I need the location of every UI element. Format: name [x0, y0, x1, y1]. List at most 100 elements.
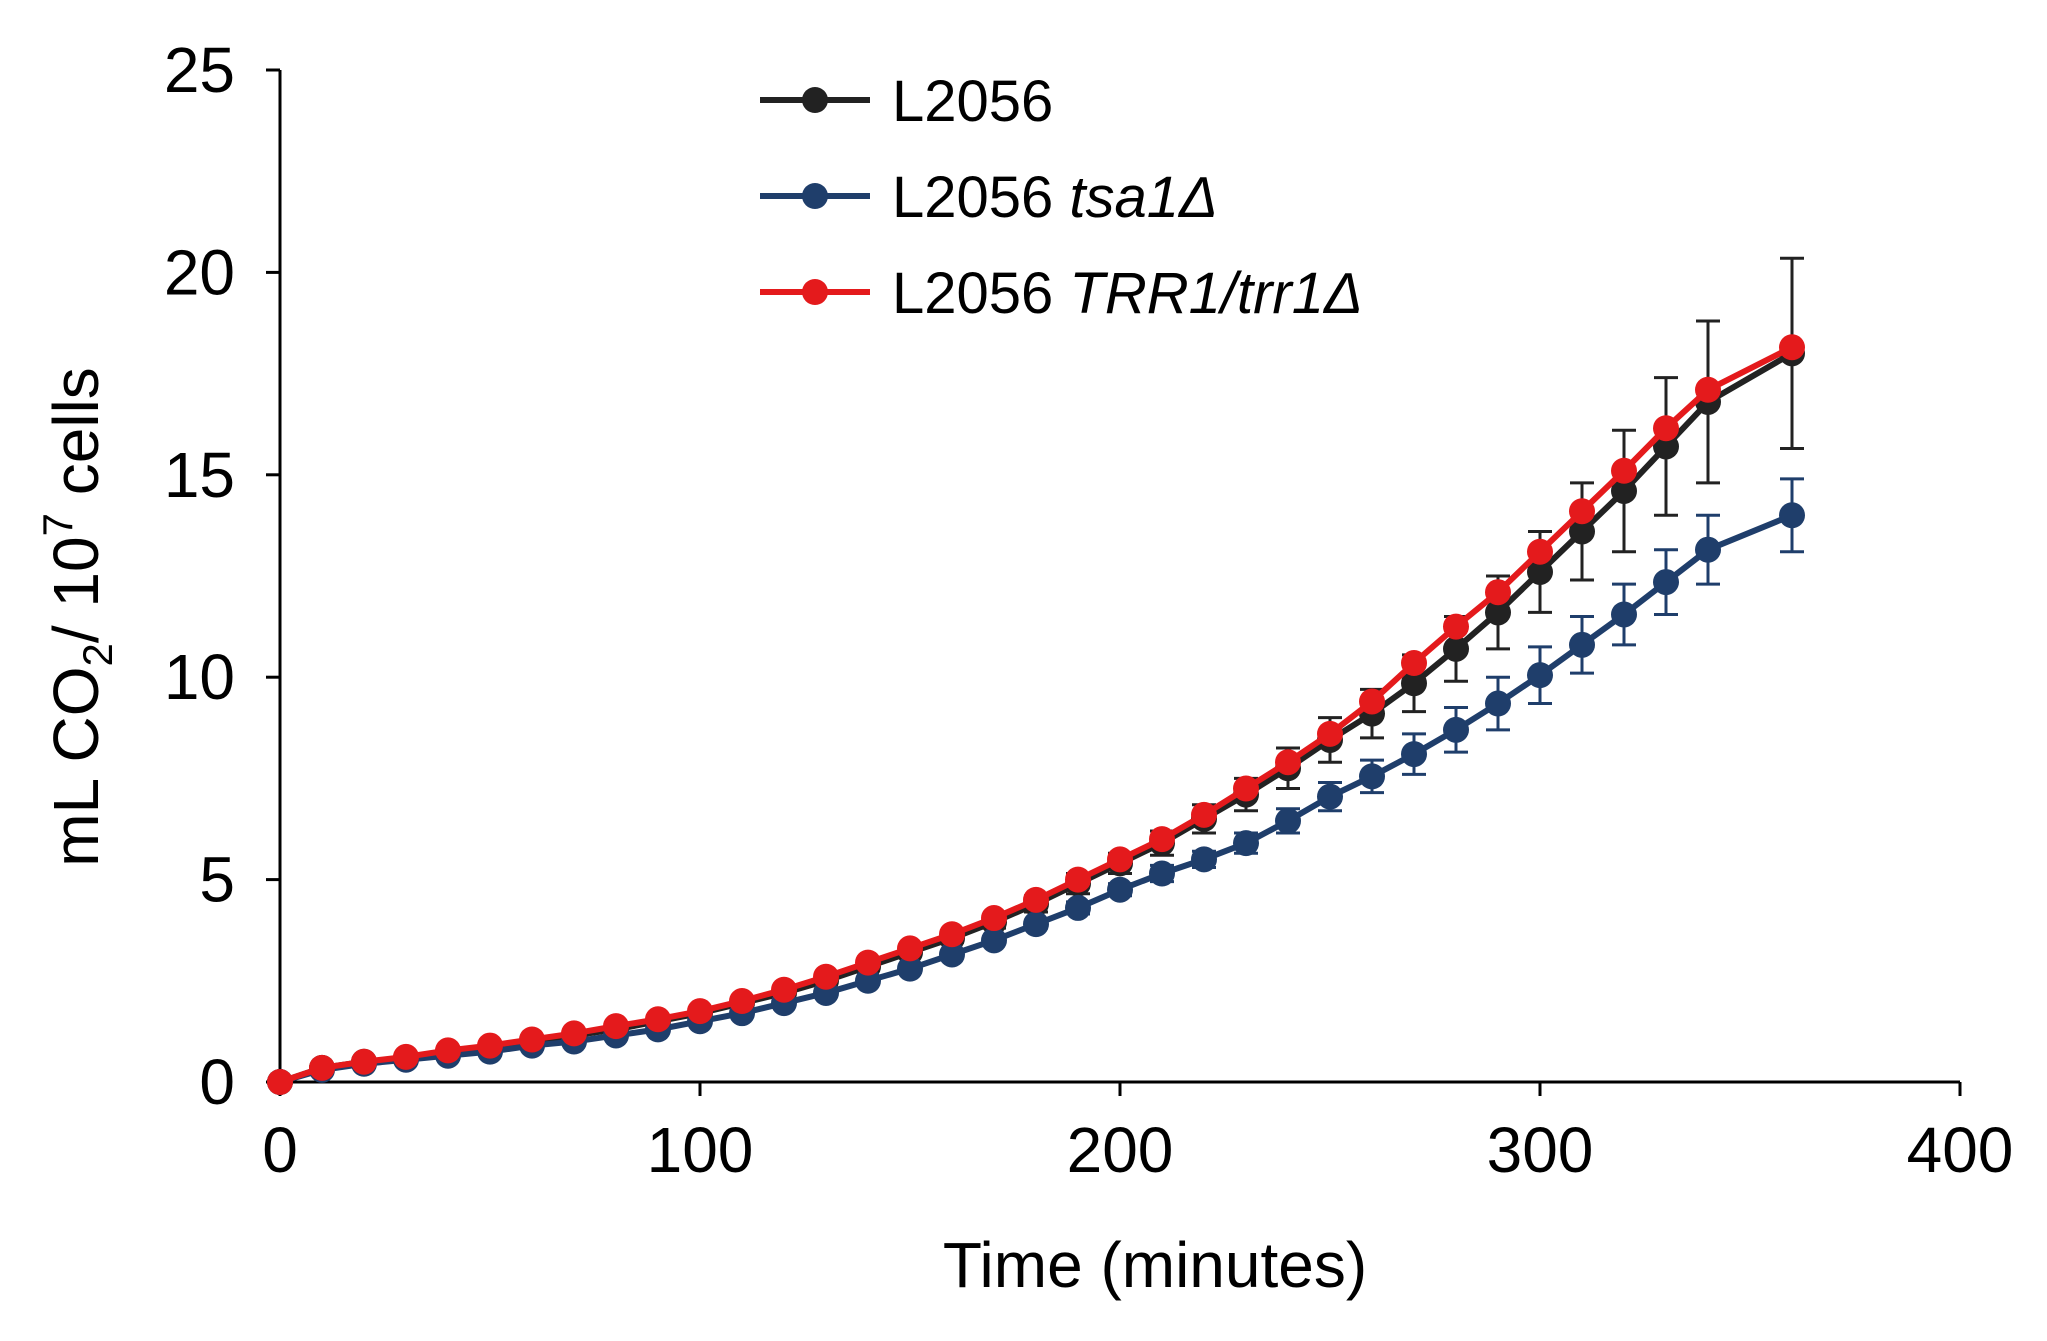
data-point: [729, 988, 755, 1015]
data-point: [1401, 670, 1427, 697]
y-tick-label: 0: [199, 1046, 235, 1118]
data-point: [645, 1006, 671, 1033]
data-point: [1527, 558, 1553, 585]
data-point: [1275, 749, 1301, 776]
x-tick-label: 0: [262, 1114, 298, 1186]
data-point: [813, 963, 839, 990]
data-point: [1653, 415, 1679, 442]
data-point: [939, 941, 965, 968]
x-tick-label: 100: [647, 1114, 754, 1186]
data-point: [1107, 876, 1133, 903]
data-point: [1485, 579, 1511, 606]
data-point: [1401, 741, 1427, 768]
data-point: [981, 905, 1007, 932]
data-point: [1779, 334, 1805, 361]
data-point: [1023, 886, 1049, 913]
axis-titles: Time (minutes) mL CO2/ 107 cells: [34, 367, 1367, 1301]
data-point: [1149, 826, 1175, 853]
data-point: [267, 1069, 293, 1095]
legend-label: L2056 tsa1Δ: [892, 165, 1218, 230]
data-point: [1359, 688, 1385, 715]
legend-marker: [802, 87, 828, 113]
data-point: [1569, 498, 1595, 525]
data-point: [1653, 569, 1679, 596]
data-point: [1275, 807, 1301, 834]
data-point: [477, 1032, 503, 1059]
legend-label: L2056 TRR1/trr1Δ: [892, 261, 1363, 326]
legend-label: L2056: [892, 69, 1053, 134]
y-tick-label: 15: [164, 439, 235, 511]
legend-label-italic: TRR1/trr1Δ: [1069, 261, 1362, 326]
data-point: [309, 1054, 335, 1081]
x-tick-label: 300: [1487, 1114, 1594, 1186]
legend-label-plain: L2056: [892, 165, 1069, 230]
data-point: [687, 998, 713, 1025]
data-point: [1317, 783, 1343, 810]
legend-label-italic: tsa1Δ: [1069, 165, 1218, 230]
legend-entry-3: L2056 TRR1/trr1Δ: [760, 261, 1363, 326]
data-point: [561, 1020, 587, 1047]
data-point: [1485, 690, 1511, 717]
data-point: [1107, 846, 1133, 873]
data-point: [1443, 635, 1469, 662]
legend-label-plain: L2056: [892, 261, 1069, 326]
legend-entry-1: L2056: [760, 69, 1053, 134]
data-point: [771, 976, 797, 1003]
data-point: [1611, 457, 1637, 484]
y-axis-title-superscript: 7: [34, 513, 81, 536]
data-point: [1527, 538, 1553, 565]
y-tick-label: 25: [164, 34, 235, 106]
y-axis-title: mL CO2/ 107 cells: [34, 367, 121, 867]
y-tick-label: 20: [164, 236, 235, 308]
data-point: [1611, 477, 1637, 504]
data-point: [1065, 894, 1091, 921]
data-point: [855, 967, 881, 994]
series-1: [267, 256, 1805, 1095]
data-point: [519, 1026, 545, 1053]
y-axis-title-subscript: 2: [74, 643, 121, 666]
y-tick-label: 5: [199, 844, 235, 916]
data-point: [1191, 846, 1217, 873]
data-point: [1779, 502, 1805, 529]
data-point: [393, 1043, 419, 1070]
legend-entry-2: L2056 tsa1Δ: [760, 165, 1218, 230]
legend-label-plain: L2056: [892, 69, 1053, 134]
data-point: [897, 955, 923, 982]
data-point: [1443, 716, 1469, 743]
data-point: [1401, 650, 1427, 677]
x-tick-label: 400: [1907, 1114, 2014, 1186]
data-point: [1569, 518, 1595, 545]
data-point: [1653, 433, 1679, 460]
series-line: [279, 344, 1794, 1085]
legend-marker: [802, 279, 828, 305]
axes-layer: 0 5 10 15 20 25 0 100 200 300 400: [164, 34, 2014, 1186]
data-point: [1149, 860, 1175, 887]
data-point: [1023, 911, 1049, 938]
data-point: [1611, 601, 1637, 628]
series-line: [279, 350, 1794, 1085]
data-point: [1317, 720, 1343, 747]
x-axis-title: Time (minutes): [943, 1229, 1367, 1301]
data-point: [1695, 376, 1721, 403]
data-point: [1443, 613, 1469, 640]
data-point: [1065, 866, 1091, 893]
data-point: [1527, 662, 1553, 689]
data-point: [1569, 631, 1595, 658]
y-tick-label: 10: [164, 641, 235, 713]
legend-marker: [802, 183, 828, 209]
y-axis-title-main: mL CO: [40, 666, 112, 866]
data-point: [1695, 536, 1721, 563]
y-axis-title-middle: / 10: [40, 536, 112, 643]
data-point: [603, 1013, 629, 1040]
data-point: [351, 1048, 377, 1075]
data-point: [981, 927, 1007, 954]
data-point: [435, 1037, 461, 1064]
data-point: [1359, 763, 1385, 790]
series-line: [279, 512, 1794, 1085]
data-point: [1485, 599, 1511, 626]
y-axis-title-end: cells: [40, 367, 112, 513]
data-point: [1233, 830, 1259, 857]
